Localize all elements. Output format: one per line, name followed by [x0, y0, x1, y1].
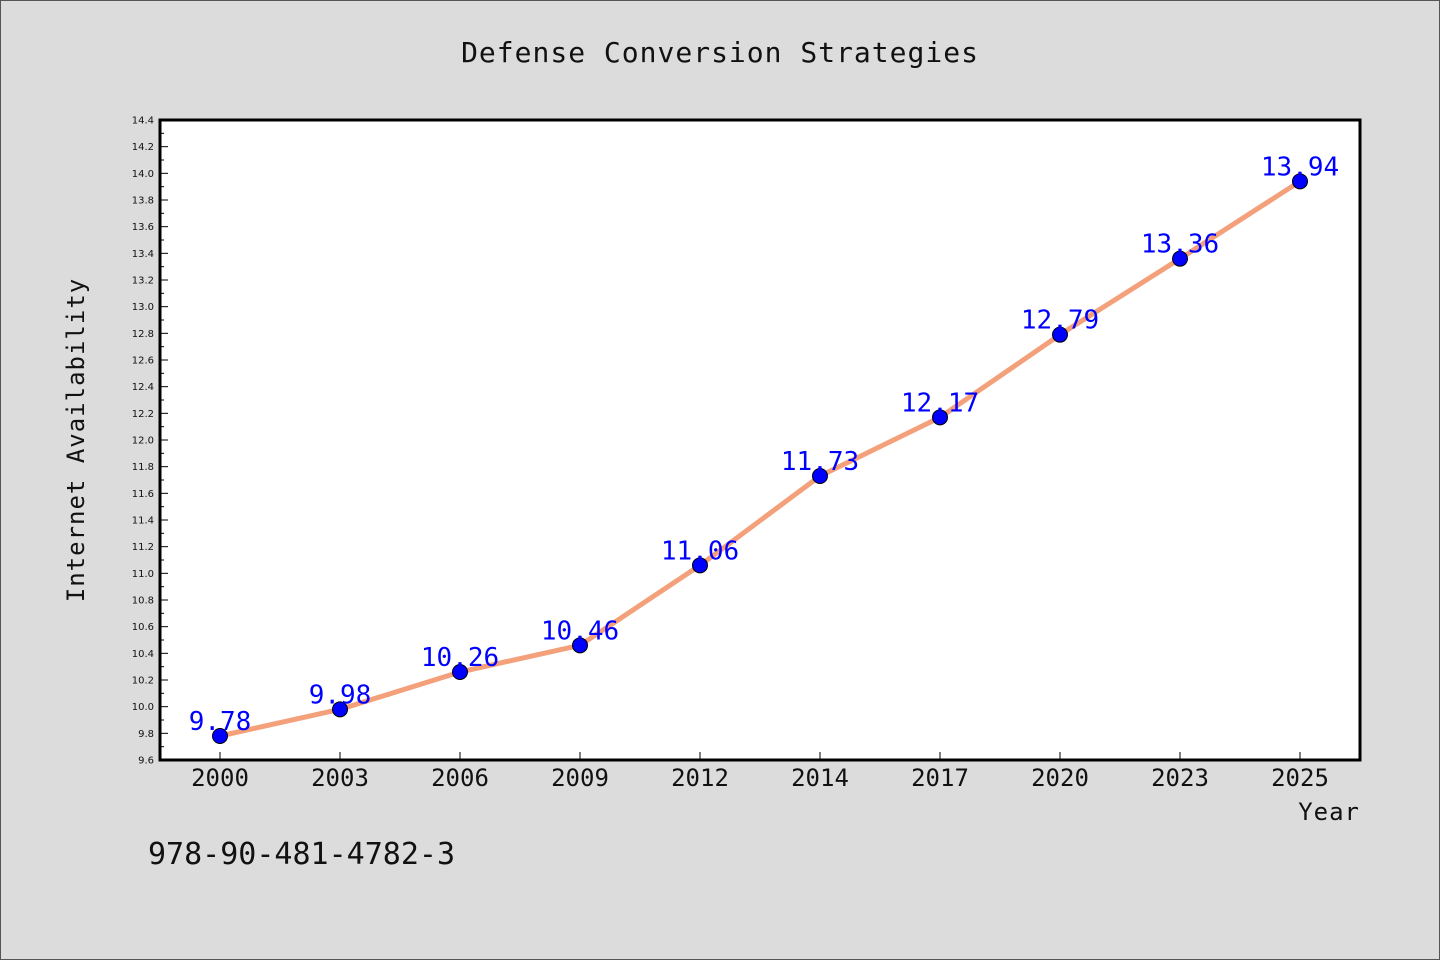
data-value-label: 10.26	[421, 643, 499, 673]
data-value-label: 10.46	[541, 616, 619, 646]
data-point	[692, 557, 708, 574]
y-axis-label: Internet Availability	[62, 278, 90, 602]
y-tick-label: 9.6	[138, 756, 154, 767]
x-tick-label: 2023	[1151, 764, 1209, 792]
data-value-label: 9.98	[309, 680, 372, 710]
data-markers	[212, 173, 1308, 744]
y-tick-label: 10.0	[132, 702, 154, 713]
chart-title: Defense Conversion Strategies	[461, 36, 979, 69]
x-tick-label: 2025	[1271, 764, 1329, 792]
data-point	[1052, 326, 1068, 343]
y-tick-label: 12.4	[132, 382, 154, 393]
y-tick-label: 10.6	[132, 622, 154, 633]
data-point	[1172, 250, 1188, 267]
y-tick-label: 11.6	[132, 489, 154, 500]
y-tick-label: 10.4	[132, 649, 154, 660]
y-tick-label: 11.2	[132, 542, 154, 553]
x-axis-ticks: 2000 2003 2006 2009 2012 2014 2017 2020 2023 2025	[191, 752, 1329, 792]
y-tick-label: 12.2	[132, 409, 154, 420]
y-tick-label: 13.6	[132, 222, 154, 233]
x-tick-label: 2003	[311, 764, 369, 792]
y-tick-label: 11.0	[132, 569, 154, 580]
data-point	[572, 637, 588, 654]
data-value-label: 9.78	[189, 707, 252, 737]
x-tick-label: 2020	[1031, 764, 1089, 792]
y-tick-label: 9.8	[138, 729, 154, 740]
y-tick-label: 13.4	[132, 249, 154, 260]
plot-area	[158, 118, 1362, 762]
x-tick-label: 2009	[551, 764, 609, 792]
x-tick-label: 2006	[431, 764, 489, 792]
x-tick-label: 2012	[671, 764, 729, 792]
data-value-label: 11.73	[781, 447, 859, 477]
data-point	[212, 728, 228, 744]
data-value-label: 13.36	[1141, 230, 1219, 260]
series-line	[217, 178, 1303, 739]
y-tick-label: 14.4	[132, 116, 154, 127]
data-value-label: 11.06	[661, 536, 739, 566]
x-axis-label: Year	[1298, 798, 1360, 826]
y-tick-label: 14.0	[132, 169, 154, 180]
y-tick-label: 12.8	[132, 329, 154, 340]
data-value-label: 13.94	[1261, 152, 1339, 182]
x-tick-label: 2000	[191, 764, 249, 792]
x-tick-label: 2017	[911, 764, 969, 792]
data-labels: 9.78 9.98 10.26 10.46 11.06 11.73 12.17 12.79 13…	[189, 152, 1339, 737]
data-point	[932, 409, 948, 426]
data-point	[332, 701, 348, 718]
isbn-code: 978-90-481-4782-3	[148, 837, 455, 872]
y-tick-label: 10.8	[132, 596, 154, 607]
data-point	[812, 468, 828, 484]
y-tick-label: 13.2	[132, 276, 154, 287]
y-tick-label: 10.2	[132, 676, 154, 687]
y-tick-label: 12.6	[132, 356, 154, 367]
y-tick-label: 13.8	[132, 196, 154, 207]
y-tick-label: 11.8	[132, 462, 154, 473]
y-tick-label: 12.0	[132, 436, 154, 447]
data-point	[452, 664, 468, 680]
y-tick-label: 14.2	[132, 142, 154, 153]
data-value-label: 12.17	[901, 388, 979, 418]
y-axis-ticks: 9.6 9.8 10.0 10.2 10.4 10.6 10.8 11.0 11.2 11.4 11…	[132, 116, 168, 767]
y-tick-label: 11.4	[132, 516, 154, 527]
data-point	[1292, 173, 1308, 190]
data-value-label: 12.79	[1021, 306, 1099, 336]
y-tick-label: 13.0	[132, 302, 154, 313]
x-tick-label: 2014	[791, 764, 849, 792]
